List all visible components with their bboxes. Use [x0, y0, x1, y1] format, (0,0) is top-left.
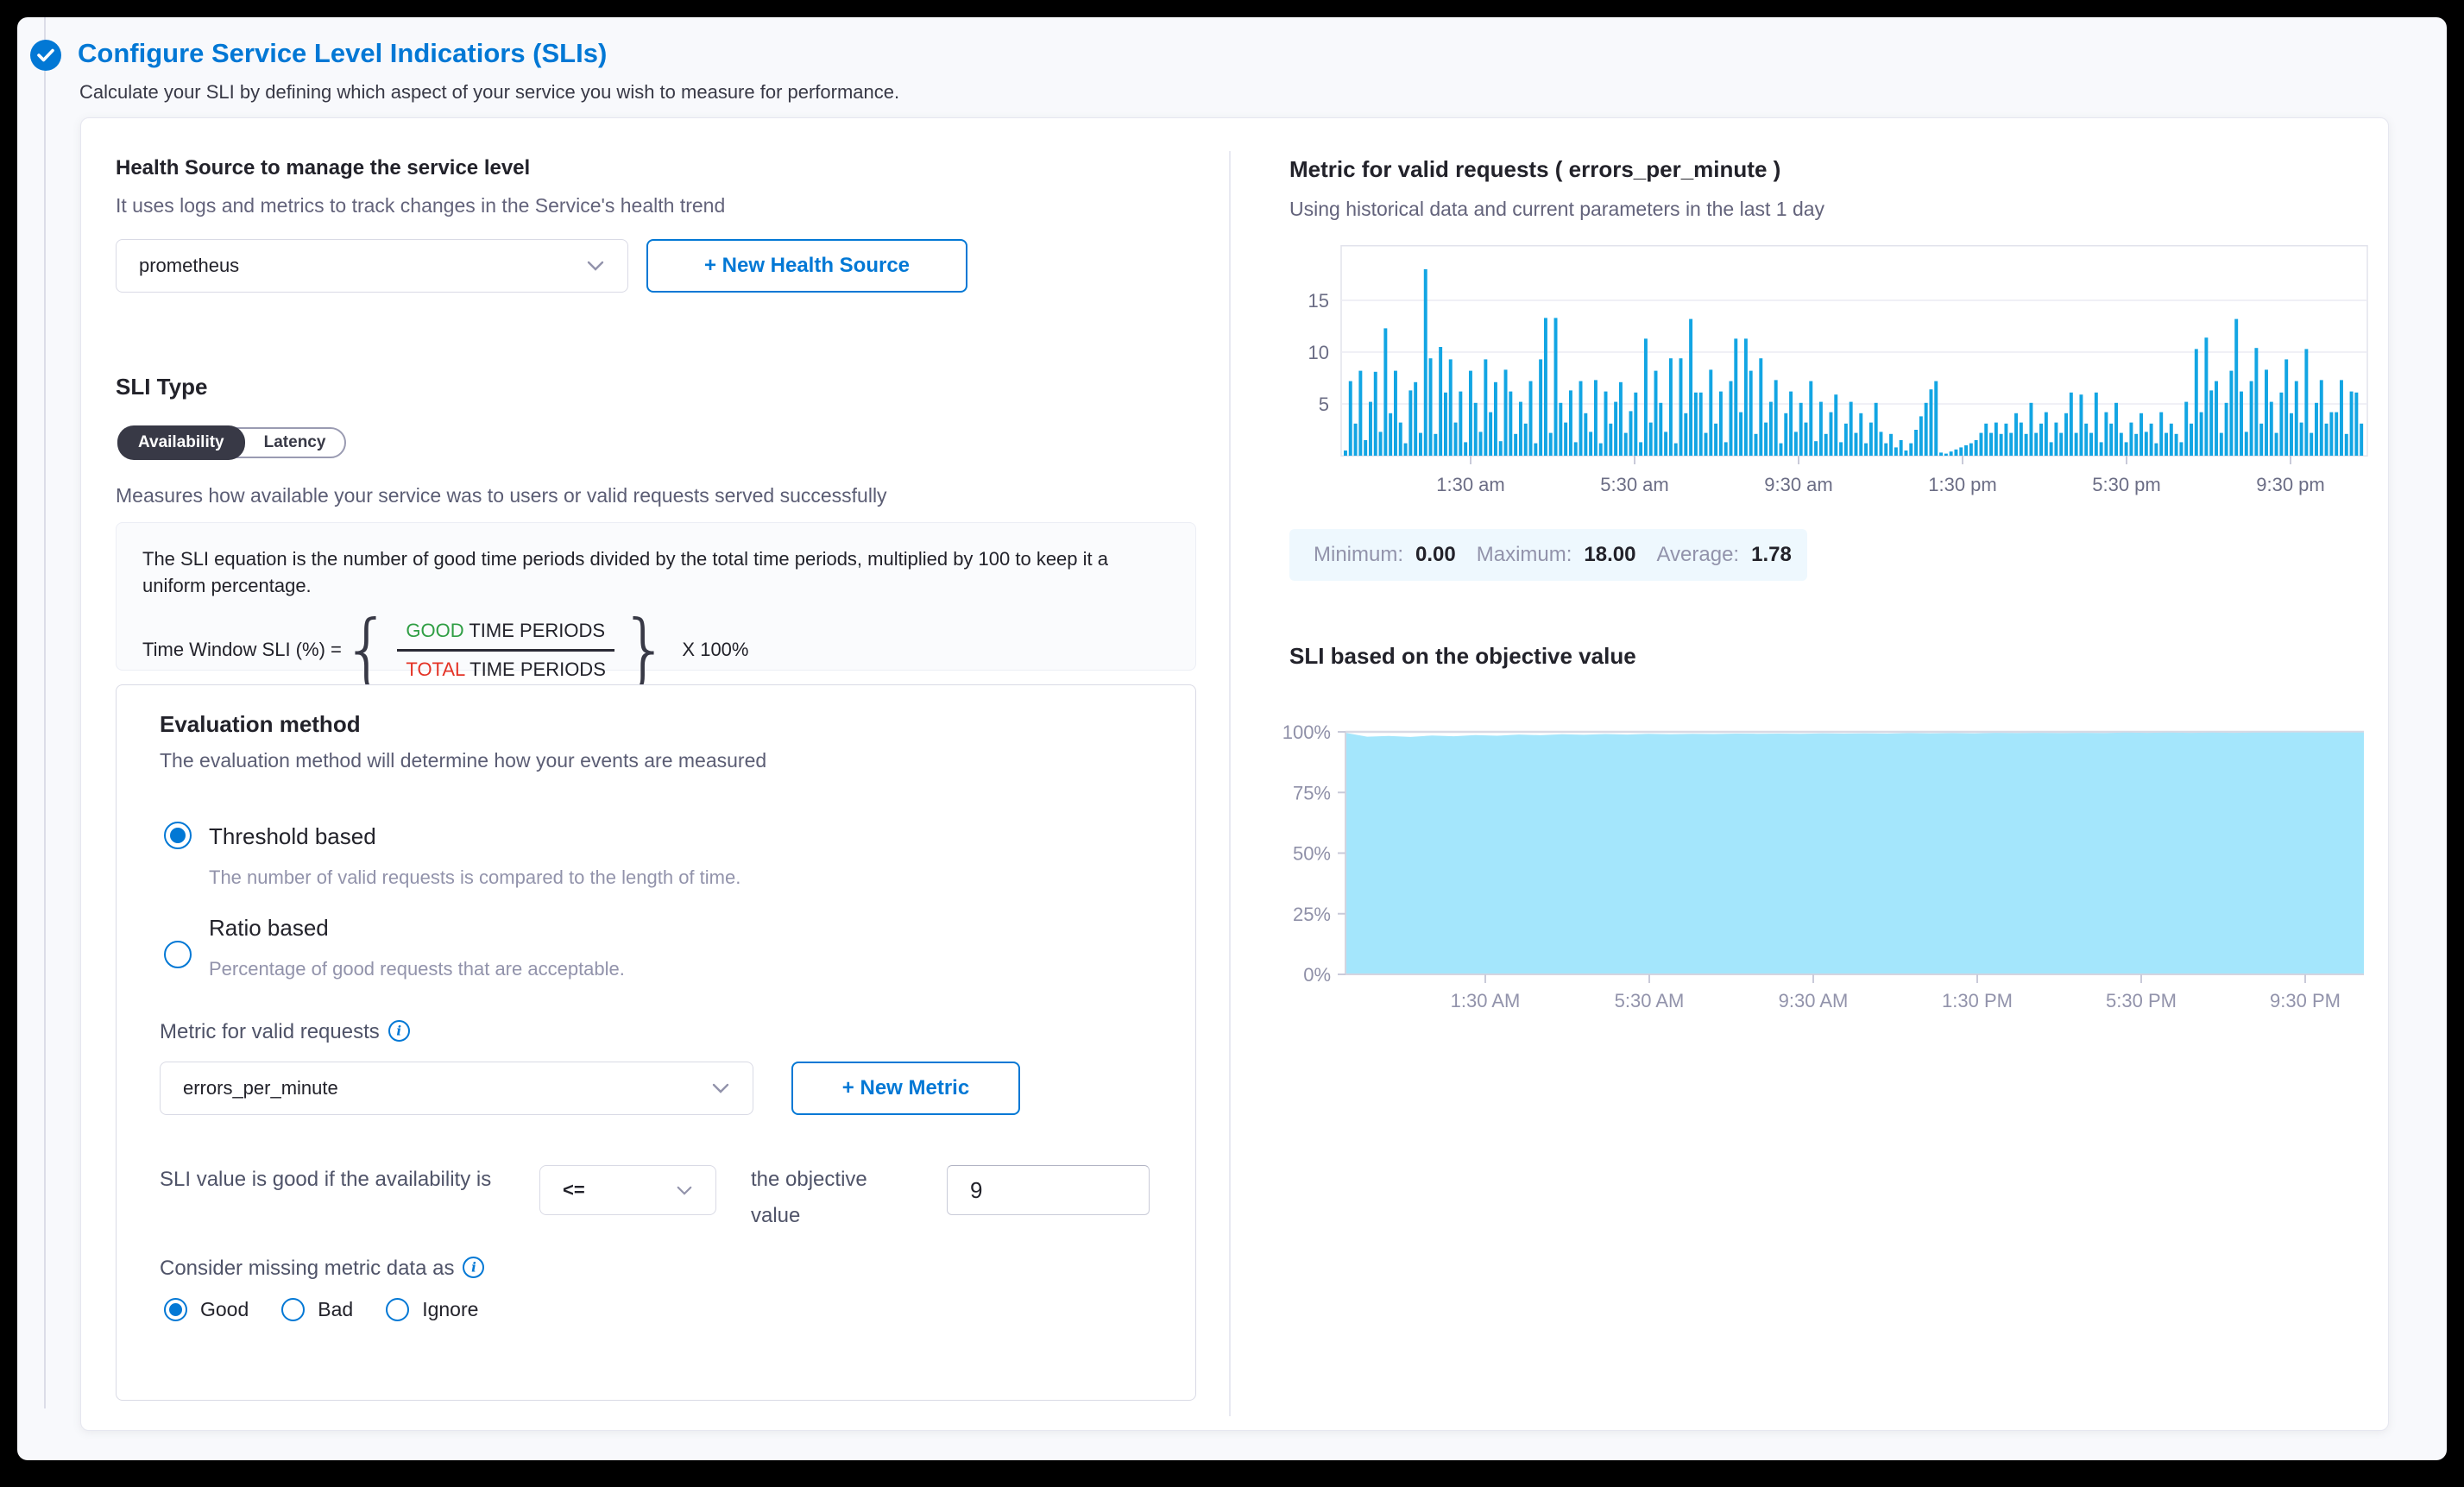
svg-text:1:30 am: 1:30 am [1436, 474, 1505, 495]
bad-radio[interactable] [281, 1298, 306, 1321]
checkmark-icon [37, 48, 54, 62]
svg-text:1:30 AM: 1:30 AM [1451, 990, 1521, 1011]
sli-condition-prefix: SLI value is good if the availability is [160, 1168, 492, 1191]
missing-data-label-text: Consider missing metric data as [160, 1257, 455, 1280]
svg-text:9:30 am: 9:30 am [1764, 474, 1833, 495]
maximum-label: Maximum: [1476, 543, 1572, 566]
missing-data-option-bad[interactable]: Bad [281, 1298, 353, 1321]
svg-text:100%: 100% [1282, 722, 1331, 743]
chevron-down-icon [711, 1082, 730, 1094]
missing-data-option-ignore[interactable]: Ignore [386, 1298, 478, 1321]
sli-equation-formula: Time Window SLI (%) = { GOOD TIME PERIOD… [142, 603, 1169, 696]
svg-text:0%: 0% [1303, 964, 1331, 986]
sli-type-option-availability[interactable]: Availability [117, 425, 245, 460]
svg-text:5:30 AM: 5:30 AM [1615, 990, 1685, 1011]
ratio-based-label[interactable]: Ratio based [209, 915, 329, 941]
threshold-based-description: The number of valid requests is compared… [209, 866, 741, 888]
health-source-select[interactable]: prometheus [116, 239, 628, 293]
info-icon[interactable] [463, 1257, 485, 1278]
health-source-description: It uses logs and metrics to track change… [116, 194, 726, 217]
sli-equation-box: The SLI equation is the number of good t… [116, 522, 1196, 689]
maximum-value: 18.00 [1584, 543, 1636, 566]
equation-numerator-rest: TIME PERIODS [463, 619, 606, 641]
evaluation-method-description: The evaluation method will determine how… [160, 749, 767, 772]
left-brace: { [341, 603, 393, 696]
evaluation-method-heading: Evaluation method [160, 711, 361, 737]
svg-text:5:30 pm: 5:30 pm [2092, 474, 2161, 495]
bad-label: Bad [318, 1298, 354, 1320]
ignore-radio[interactable] [386, 1298, 410, 1321]
metric-preview-chart: 5 10 15 1:30 am 5:30 am 9:30 am 1:30 pm 5:30 pm… [1308, 245, 2368, 495]
minimum-label: Minimum: [1314, 543, 1404, 566]
operator-select[interactable]: <= [539, 1165, 716, 1215]
equation-lhs: Time Window SLI (%) = [142, 639, 342, 661]
svg-text:1:30 PM: 1:30 PM [1942, 990, 2013, 1011]
sli-equation-text: The SLI equation is the number of good t… [142, 548, 1108, 596]
sli-preview-chart: 0% 25% 50% 75% 100% 1:30 AM 5:30 AM 9:30 AM 1:30… [1282, 722, 2364, 1011]
right-brace: } [619, 603, 671, 696]
step-complete-icon [30, 40, 61, 71]
threshold-based-label[interactable]: Threshold based [209, 823, 376, 849]
chevron-down-icon [676, 1185, 693, 1196]
svg-text:9:30 AM: 9:30 AM [1779, 990, 1849, 1011]
equation-denominator-rest: TIME PERIODS [464, 658, 606, 680]
svg-text:25%: 25% [1293, 904, 1331, 925]
metric-label-text: Metric for valid requests [160, 1020, 380, 1043]
sli-type-description: Measures how available your service was … [116, 484, 887, 507]
sli-type-toggle: Availability Latency [117, 425, 347, 460]
metric-select[interactable]: errors_per_minute [160, 1062, 753, 1115]
svg-text:10: 10 [1308, 342, 1329, 363]
sli-condition-suffix: the objective value [751, 1168, 867, 1227]
sli-type-heading: SLI Type [116, 374, 208, 400]
equation-fraction: GOOD TIME PERIODS TOTAL TIME PERIODS [397, 618, 614, 683]
svg-text:1:30 pm: 1:30 pm [1928, 474, 1997, 495]
health-source-selected-value: prometheus [139, 255, 240, 276]
step-connector-line [44, 17, 46, 1408]
svg-text:15: 15 [1308, 290, 1329, 312]
svg-text:75%: 75% [1293, 782, 1331, 803]
equation-total-label: TOTAL [406, 658, 465, 680]
equation-rhs: X 100% [682, 639, 749, 661]
good-radio[interactable] [164, 1298, 187, 1321]
ratio-based-description: Percentage of good requests that are acc… [209, 958, 625, 980]
missing-data-options: Good Bad Ignore [164, 1298, 478, 1321]
ratio-based-radio[interactable] [164, 941, 192, 968]
svg-text:5: 5 [1319, 394, 1329, 415]
svg-text:9:30 PM: 9:30 PM [2270, 990, 2341, 1011]
svg-text:50%: 50% [1293, 843, 1331, 865]
column-divider [1229, 151, 1231, 1416]
page-title: Configure Service Level Indicatiors (SLI… [78, 38, 608, 68]
ignore-label: Ignore [422, 1298, 479, 1320]
minimum-value: 0.00 [1415, 543, 1456, 566]
svg-text:5:30 PM: 5:30 PM [2106, 990, 2177, 1011]
metric-stats-bar: Minimum: 0.00 Maximum: 18.00 Average: 1.… [1289, 529, 1807, 581]
metric-preview-heading: Metric for valid requests ( errors_per_m… [1289, 156, 1781, 182]
new-health-source-button[interactable]: + New Health Source [646, 239, 967, 293]
metric-for-valid-requests-label: Metric for valid requests [160, 1020, 410, 1044]
operator-selected-value: <= [563, 1179, 585, 1200]
metric-selected-value: errors_per_minute [183, 1077, 338, 1099]
sli-preview-heading: SLI based on the objective value [1289, 643, 1636, 669]
equation-good-label: GOOD [406, 619, 464, 641]
missing-data-option-good[interactable]: Good [164, 1298, 249, 1321]
threshold-based-radio[interactable] [164, 822, 192, 849]
average-value: 1.78 [1751, 543, 1792, 566]
page-subtitle: Calculate your SLI by defining which asp… [79, 81, 900, 103]
new-metric-button[interactable]: + New Metric [791, 1062, 1020, 1115]
chevron-down-icon [586, 260, 605, 272]
health-source-heading: Health Source to manage the service leve… [116, 156, 531, 180]
sli-config-card: Health Source to manage the service leve… [80, 117, 2389, 1431]
svg-text:5:30 am: 5:30 am [1600, 474, 1669, 495]
sli-type-option-latency[interactable]: Latency [263, 433, 326, 451]
average-label: Average: [1656, 543, 1740, 566]
info-icon[interactable] [388, 1020, 410, 1042]
good-label: Good [200, 1298, 249, 1320]
svg-text:9:30 pm: 9:30 pm [2256, 474, 2325, 495]
metric-preview-subheading: Using historical data and current parame… [1289, 198, 1825, 220]
evaluation-method-box: Evaluation method The evaluation method … [116, 684, 1196, 1401]
objective-value-input[interactable]: 9 [947, 1165, 1150, 1215]
app-background: Configure Service Level Indicatiors (SLI… [17, 17, 2447, 1460]
missing-metric-data-label: Consider missing metric data as [160, 1257, 485, 1281]
